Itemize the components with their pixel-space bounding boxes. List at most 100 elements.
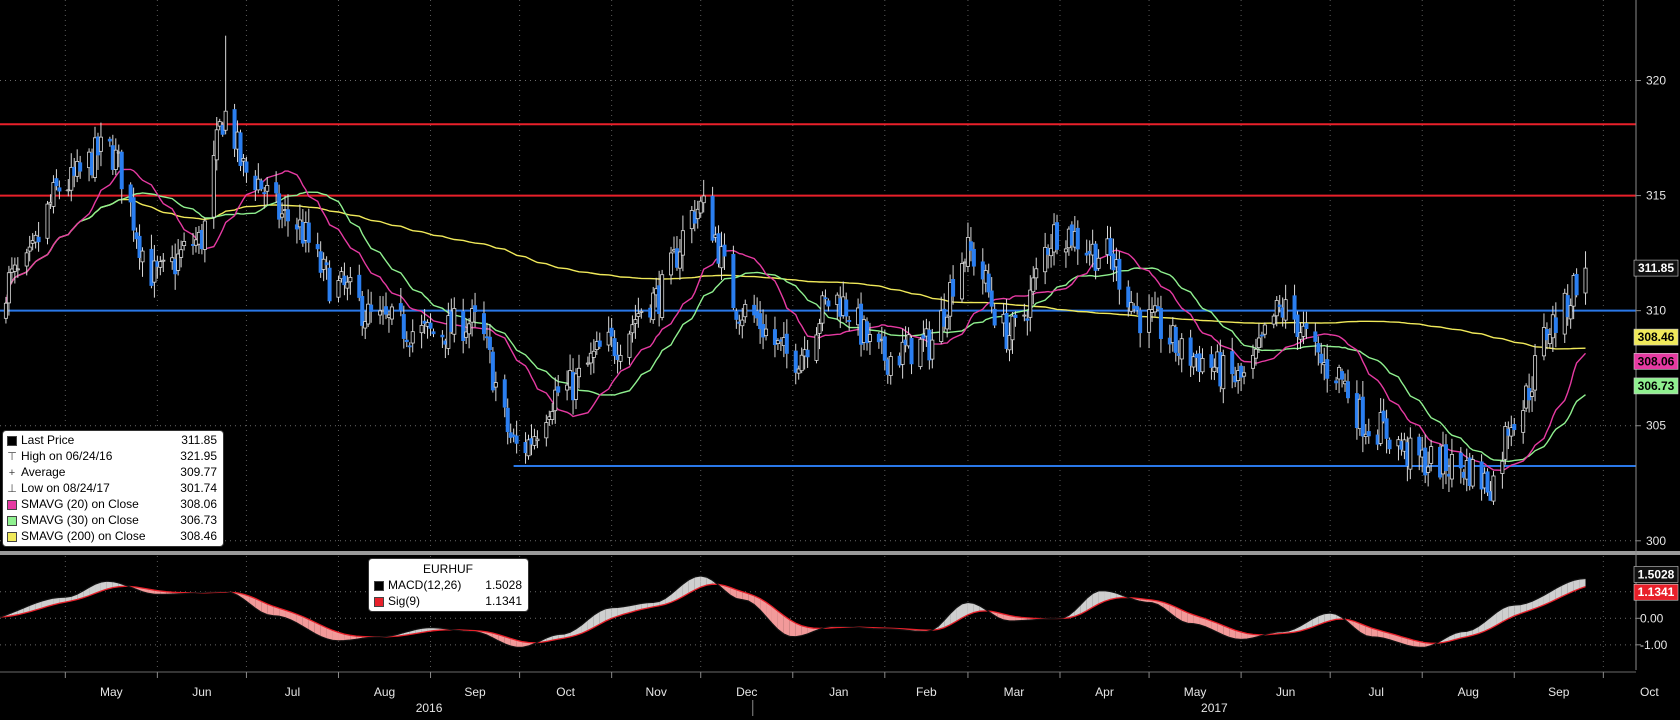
candle	[695, 200, 700, 229]
macd-fill	[1223, 625, 1230, 638]
tag-box	[1633, 377, 1679, 395]
candle	[152, 244, 157, 298]
candle-body	[680, 230, 685, 256]
candle	[660, 269, 665, 321]
candle-body	[722, 244, 727, 257]
candle	[1295, 311, 1300, 350]
candle-body	[844, 299, 849, 317]
macd-fill	[593, 611, 600, 628]
macd-fill	[267, 603, 274, 616]
macd-fill	[1371, 628, 1378, 638]
macd-fill	[688, 576, 695, 594]
candle-body	[398, 303, 403, 311]
candle-body	[900, 341, 905, 365]
x-month-label: Jun	[1276, 685, 1295, 699]
candle-body	[701, 195, 706, 204]
candle-body	[161, 259, 166, 262]
candle-body	[1509, 427, 1514, 437]
macd-fill	[1324, 613, 1331, 623]
candle	[431, 328, 436, 338]
candle	[345, 275, 350, 301]
candle	[1381, 398, 1386, 424]
candle-body	[630, 324, 635, 334]
candle-body	[452, 308, 457, 335]
candle	[1458, 447, 1463, 484]
legend-swatch-macd	[374, 580, 384, 591]
candle	[734, 308, 739, 329]
candle-body	[357, 274, 362, 298]
candle-body	[535, 438, 540, 442]
macd-fill	[956, 603, 963, 622]
candle	[799, 347, 804, 374]
macd-fill	[1217, 623, 1224, 636]
macd-fill	[1460, 631, 1467, 639]
candle	[989, 277, 994, 314]
macd-fill	[285, 610, 291, 620]
sma-200-line	[5, 198, 1586, 350]
macd-fill	[1520, 603, 1527, 614]
macd-fill	[17, 607, 24, 615]
candle	[844, 292, 849, 323]
candle	[971, 242, 976, 276]
candle	[36, 221, 41, 252]
candle-body	[324, 262, 329, 266]
candle	[1075, 220, 1080, 265]
candle	[1093, 241, 1098, 280]
candle	[701, 179, 706, 213]
candle-body	[606, 331, 611, 346]
candle-body	[1313, 331, 1318, 342]
legend-smavg-20: SMAVG (20) on Close 308.06	[7, 496, 223, 512]
candle	[1387, 437, 1392, 454]
macd-line	[0, 575, 1586, 649]
candle	[401, 305, 406, 349]
candle	[158, 256, 163, 276]
candle	[1417, 433, 1422, 471]
candle	[677, 239, 682, 280]
legend-swatch-sma200	[7, 531, 17, 542]
candle	[1271, 313, 1276, 329]
tag-box	[1633, 566, 1679, 583]
macd-fill	[1169, 604, 1176, 618]
candle-body	[823, 297, 828, 300]
macd-fill	[967, 602, 974, 615]
macd-y-tick-label: -1.00	[1640, 638, 1668, 652]
macd-fill	[1241, 632, 1248, 640]
candle-body	[660, 274, 665, 318]
candle-body	[1031, 277, 1036, 293]
macd-y-tick-label: 0.00	[1640, 611, 1664, 625]
candle-body	[588, 352, 593, 364]
candle	[1574, 268, 1579, 298]
candle-body	[238, 132, 243, 166]
candle	[446, 302, 451, 356]
candle	[232, 103, 237, 157]
macd-fill	[771, 606, 778, 630]
candle	[618, 344, 623, 370]
candle-body	[446, 315, 451, 349]
candle	[900, 328, 905, 379]
candle	[633, 304, 638, 339]
candle-body	[989, 290, 994, 307]
macd-fill	[41, 599, 48, 609]
candle	[259, 178, 264, 192]
x-month-label: Mar	[1004, 685, 1025, 699]
candle-body	[609, 327, 614, 337]
candle-body	[918, 338, 923, 367]
candle-body	[428, 322, 433, 329]
candle-body	[968, 241, 973, 251]
candle	[1055, 214, 1060, 255]
candle-body	[1295, 314, 1300, 337]
candle	[1547, 328, 1552, 349]
macd-fill	[997, 612, 1004, 621]
candle-body	[24, 252, 29, 267]
candle-body	[490, 351, 495, 391]
macd-fill	[344, 634, 351, 641]
macd-fill	[1395, 634, 1402, 644]
candle	[57, 180, 62, 200]
candle-body	[6, 272, 11, 304]
candle-body	[277, 193, 282, 220]
candle	[1470, 455, 1475, 489]
candle-body	[514, 435, 519, 444]
candle	[1028, 275, 1033, 332]
candle-body	[1417, 436, 1422, 456]
candle	[378, 295, 383, 325]
